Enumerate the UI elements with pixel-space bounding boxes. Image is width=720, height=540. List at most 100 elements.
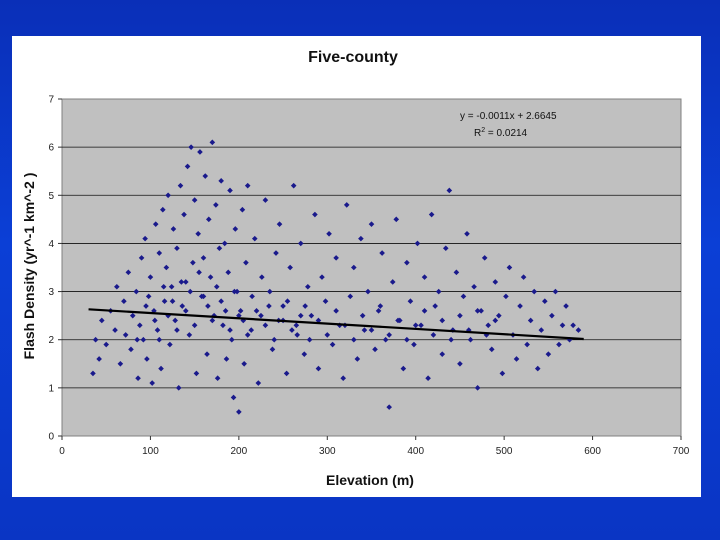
data-point-160 [538, 327, 545, 333]
data-point-99 [322, 298, 329, 304]
data-point-84 [269, 346, 276, 353]
data-point-194 [359, 312, 366, 319]
data-point-195 [368, 327, 375, 333]
data-point-39 [177, 182, 184, 189]
trendline-r-squared: R2 = 0.0214 [474, 127, 528, 139]
y-tick-label-7: 7 [48, 95, 54, 106]
data-point-44 [186, 332, 193, 338]
data-point-34 [168, 283, 175, 290]
data-point-164 [552, 288, 559, 295]
data-point-47 [191, 197, 198, 203]
data-point-171 [200, 293, 207, 300]
data-point-125 [414, 240, 421, 247]
y-tick-label-4: 4 [48, 239, 54, 250]
data-point-27 [156, 250, 163, 256]
data-point-177 [209, 317, 216, 324]
data-point-106 [347, 293, 354, 300]
data-point-190 [324, 332, 331, 338]
data-point-43 [184, 163, 191, 170]
data-point-109 [358, 235, 364, 242]
data-point-205 [457, 312, 463, 319]
data-point-94 [305, 283, 311, 290]
data-point-22 [147, 274, 154, 280]
data-point-180 [236, 312, 242, 319]
data-point-98 [319, 274, 325, 280]
data-point-167 [563, 303, 569, 309]
data-point-54 [204, 351, 210, 357]
data-point-38 [175, 385, 182, 391]
data-point-57 [209, 139, 216, 146]
data-point-216 [152, 317, 158, 324]
y-tick-label-1: 1 [48, 383, 54, 394]
x-tick-label-700: 700 [673, 446, 690, 457]
y-tick-label-5: 5 [48, 191, 54, 202]
data-point-123 [407, 298, 414, 304]
data-point-163 [549, 312, 555, 319]
data-point-173 [183, 308, 189, 314]
data-point-204 [448, 336, 454, 343]
data-point-207 [474, 308, 481, 314]
data-point-81 [259, 274, 265, 280]
x-tick-label-100: 100 [142, 446, 159, 457]
data-point-23 [149, 380, 155, 386]
y-tick-label-6: 6 [48, 143, 54, 154]
data-point-203 [439, 317, 446, 324]
data-point-118 [389, 279, 396, 285]
chart-title: Five-county [308, 49, 398, 66]
data-point-142 [474, 385, 481, 391]
data-point-155 [520, 274, 527, 280]
data-point-184 [271, 336, 278, 343]
data-point-111 [365, 288, 371, 295]
data-point-183 [262, 322, 269, 329]
data-point-169 [570, 322, 576, 329]
data-point-227 [284, 298, 291, 304]
data-point-45 [188, 144, 194, 150]
r2-superscript: 2 [481, 127, 485, 134]
data-point-6 [112, 327, 118, 333]
data-point-159 [534, 365, 541, 372]
data-point-140 [467, 336, 474, 343]
data-point-55 [205, 216, 212, 223]
data-point-32 [165, 192, 171, 199]
data-point-16 [137, 322, 143, 329]
chart-panel: 0 1 2 3 4 5 6 7 0 100 200 300 400 500 600 700 Five-coun… [12, 36, 701, 497]
data-point-134 [446, 187, 453, 194]
data-point-221 [231, 288, 238, 295]
data-point-225 [267, 288, 273, 295]
data-point-144 [481, 255, 488, 261]
data-point-8 [117, 360, 124, 367]
data-point-80 [255, 380, 262, 386]
data-point-93 [301, 351, 308, 357]
data-point-28 [158, 365, 164, 372]
data-point-215 [160, 283, 167, 290]
x-tick-label-400: 400 [407, 446, 424, 457]
r2-value: = 0.0214 [485, 128, 527, 139]
data-point-191 [333, 308, 339, 314]
y-tick-label-2: 2 [48, 335, 54, 346]
data-point-199 [404, 336, 410, 343]
data-point-53 [202, 173, 209, 179]
data-point-73 [237, 308, 244, 314]
y-tick-label-0: 0 [48, 432, 54, 443]
data-point-127 [421, 274, 428, 280]
data-point-91 [294, 332, 301, 338]
plot-area [61, 98, 682, 437]
data-point-72 [236, 409, 242, 415]
data-point-40 [179, 303, 186, 309]
data-point-128 [425, 375, 431, 382]
data-point-196 [377, 303, 384, 309]
data-point-119 [393, 216, 400, 223]
data-point-143 [478, 308, 484, 314]
data-point-0 [90, 370, 96, 377]
data-point-136 [453, 269, 460, 276]
data-point-133 [442, 245, 449, 252]
x-axis-title: Elevation (m) [326, 472, 414, 488]
data-point-154 [517, 303, 523, 309]
data-point-138 [460, 293, 467, 300]
data-point-97 [315, 365, 322, 372]
data-point-10 [122, 332, 129, 338]
data-point-149 [499, 370, 506, 377]
data-point-75 [241, 360, 247, 367]
data-point-188 [306, 336, 313, 343]
data-point-105 [343, 202, 350, 208]
